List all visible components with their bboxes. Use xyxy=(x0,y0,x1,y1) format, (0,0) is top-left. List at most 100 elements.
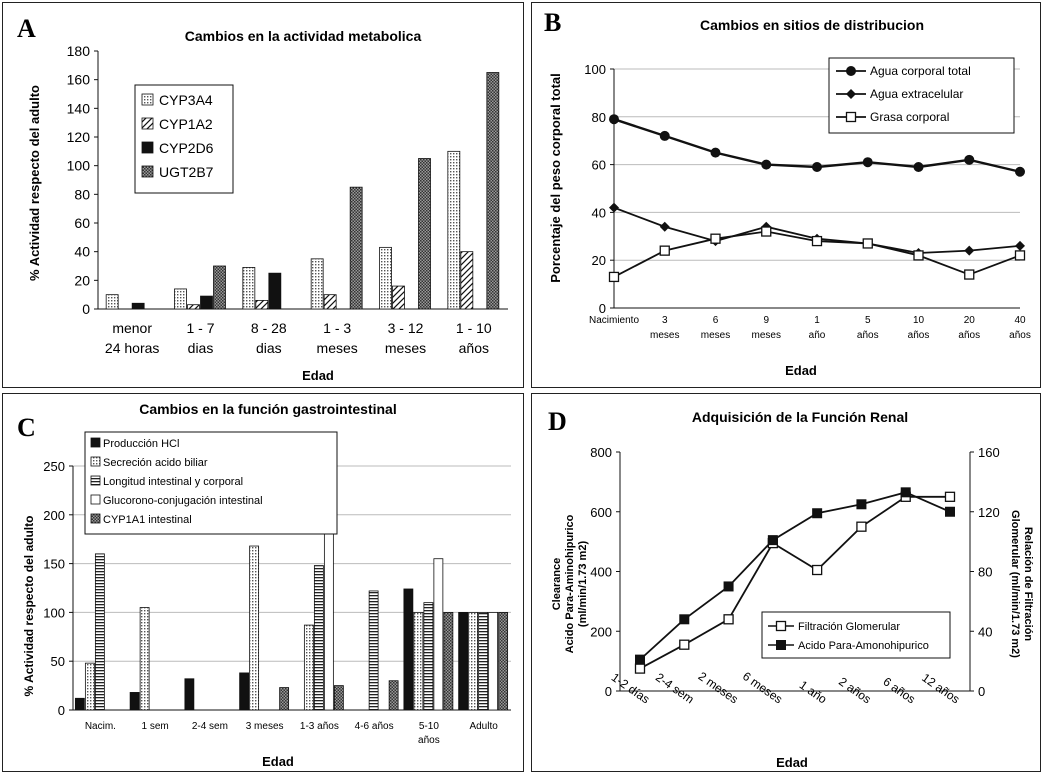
data-point xyxy=(913,161,924,172)
x-tick-label: años xyxy=(958,330,980,341)
bar xyxy=(323,294,337,310)
x-tick-label: Nacim. xyxy=(85,721,116,732)
data-point xyxy=(812,508,823,519)
x-tick-label: 6 xyxy=(713,315,719,326)
bar xyxy=(303,624,314,711)
legend-label: Grasa corporal xyxy=(870,110,949,124)
y-tick-label: 20 xyxy=(74,272,90,288)
y-tick-label: 150 xyxy=(43,557,65,572)
y-tick-label: 140 xyxy=(67,100,91,116)
chart-c-title: Cambios en la función gastrointestinal xyxy=(139,401,396,417)
legend-label: CYP3A4 xyxy=(159,92,213,108)
data-point xyxy=(856,521,867,532)
y-tick-label: 100 xyxy=(67,158,91,174)
x-tick-label: 2 años xyxy=(836,674,874,706)
legend-swatch xyxy=(90,494,101,505)
y-tick-label: 200 xyxy=(590,624,612,639)
legend-label: CYP1A2 xyxy=(159,116,213,132)
chart-d-y2label: Relación de Filtración Glomerular (ml/mi… xyxy=(1009,510,1034,658)
data-point xyxy=(761,159,772,170)
x-tick-label: 3 meses xyxy=(246,721,284,732)
y-tick-label: 600 xyxy=(590,505,612,520)
y-tick-label: 800 xyxy=(590,445,612,460)
y-tick-label: 20 xyxy=(592,253,606,268)
legend-label: CYP1A1 intestinal xyxy=(103,514,192,526)
legend-label: Agua corporal total xyxy=(870,64,971,78)
x-tick-label: meses xyxy=(752,330,781,341)
data-point xyxy=(1014,250,1026,261)
y-tick-label: 180 xyxy=(67,43,91,59)
legend-swatch xyxy=(90,437,101,448)
data-point xyxy=(944,491,956,502)
bar xyxy=(200,295,213,310)
x-tick-label: 1-2 días xyxy=(609,670,653,706)
x-tick-label: menor xyxy=(112,320,152,336)
y-tick-label: 400 xyxy=(590,565,612,580)
x-tick-label: 2 meses xyxy=(696,669,741,706)
data-point xyxy=(659,245,670,256)
bar xyxy=(368,590,379,711)
y2-tick-label: 160 xyxy=(978,445,1000,460)
bar xyxy=(488,611,499,711)
x-tick-label: 1 xyxy=(814,315,820,326)
bar xyxy=(333,685,344,711)
bar xyxy=(174,288,187,310)
chart-d-ylabel-line2: Acido Para-Aminohipurico xyxy=(564,514,576,653)
y-tick-label: 250 xyxy=(43,459,65,474)
x-tick-label: 10 xyxy=(913,315,925,326)
data-point xyxy=(609,202,619,213)
x-tick-label: meses xyxy=(385,340,426,356)
y-tick-label: 200 xyxy=(43,508,65,523)
y2-tick-label: 0 xyxy=(978,684,985,699)
legend-box xyxy=(761,611,951,659)
x-tick-label: años xyxy=(857,330,879,341)
x-tick-label: 1 año xyxy=(797,678,830,707)
x-tick-label: meses xyxy=(701,330,730,341)
bar xyxy=(310,258,324,310)
chart-b-title: Cambios en sitios de distribucion xyxy=(700,17,924,33)
bar xyxy=(184,678,195,711)
data-point xyxy=(608,271,620,283)
chart-b-ylabel: Porcentaje del peso corporal total xyxy=(548,73,563,283)
bar xyxy=(443,611,454,711)
x-tick-label: dias xyxy=(188,340,214,356)
bar xyxy=(129,692,140,711)
legend: Agua corporal total Agua extracelular Gras… xyxy=(828,57,1015,134)
data-point xyxy=(1015,240,1025,251)
data-point xyxy=(679,639,690,650)
data-point xyxy=(862,157,873,168)
legend: Filtración Glomerular Acido Para-Amonohip… xyxy=(761,611,951,659)
bar xyxy=(486,72,500,310)
bar xyxy=(423,602,434,711)
bar xyxy=(131,302,145,310)
legend-label: Filtración Glomerular xyxy=(798,621,900,633)
legend-swatch xyxy=(141,165,154,178)
bar xyxy=(379,246,392,310)
panel-letter-d: D xyxy=(548,407,567,436)
data-point xyxy=(1015,166,1025,177)
panel-c: C Cambios en la función gastrointestinal… xyxy=(2,393,524,772)
chart-a-svg: A Cambios en la actividad metabolica Eda… xyxy=(17,14,508,383)
bar xyxy=(105,294,119,310)
bar xyxy=(242,267,256,310)
bar xyxy=(213,265,226,310)
legend-swatch xyxy=(141,141,154,154)
legend-box xyxy=(84,431,338,535)
y2-tick-label: 120 xyxy=(978,505,1000,520)
x-tick-label: 5-10 xyxy=(419,721,439,732)
y-tick-label: 40 xyxy=(592,205,606,220)
panel-d: D Adquisición de la Función Renal Edad C… xyxy=(531,393,1041,772)
legend-label: UGT2B7 xyxy=(159,164,214,180)
bar xyxy=(94,553,105,711)
data-point xyxy=(964,245,975,256)
data-point xyxy=(945,506,955,517)
y-tick-label: 0 xyxy=(82,301,90,317)
bar xyxy=(187,304,200,310)
chart-b-xlabel: Edad xyxy=(785,363,817,378)
y-tick-label: 100 xyxy=(584,62,606,77)
data-point xyxy=(710,147,721,158)
legend-label: CYP2D6 xyxy=(159,140,214,156)
bar xyxy=(249,545,260,711)
legend-label: Acido Para-Amonohipurico xyxy=(798,640,929,652)
data-point xyxy=(812,161,822,172)
